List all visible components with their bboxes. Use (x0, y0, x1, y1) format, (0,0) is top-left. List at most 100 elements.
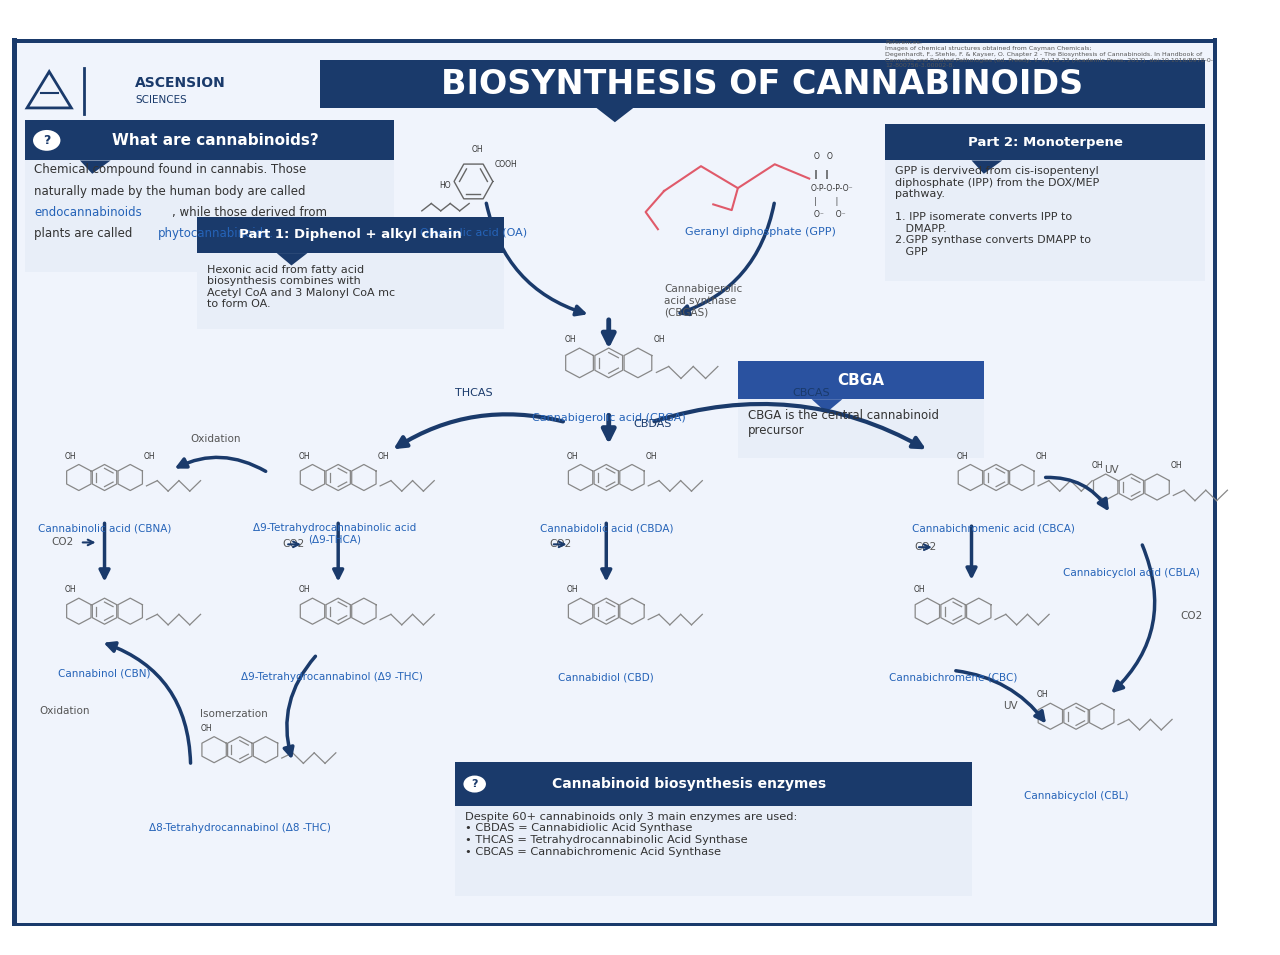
Text: naturally made by the human body are called: naturally made by the human body are cal… (35, 184, 306, 198)
FancyArrowPatch shape (1046, 478, 1107, 508)
Text: Cannabinol (CBN): Cannabinol (CBN) (59, 668, 151, 678)
FancyArrowPatch shape (108, 643, 191, 763)
Text: Δ8-Tetrahydrocannabinol (Δ8 -THC): Δ8-Tetrahydrocannabinol (Δ8 -THC) (148, 823, 330, 833)
Text: Cannabicyclol (CBL): Cannabicyclol (CBL) (1024, 791, 1128, 800)
Text: Hexonic acid from fatty acid
biosynthesis combines with
Acetyl CoA and 3 Malonyl: Hexonic acid from fatty acid biosynthesi… (206, 265, 394, 309)
Text: OH: OH (298, 585, 310, 594)
Text: References:
Images of chemical structures obtained from Cayman Chemicals;
Degenh: References: Images of chemical structure… (886, 40, 1213, 69)
Text: CO2: CO2 (549, 540, 572, 549)
Text: CBDAS: CBDAS (634, 419, 672, 429)
Polygon shape (812, 399, 842, 413)
FancyArrowPatch shape (397, 414, 563, 447)
Text: Cannabicyclol acid (CBLA): Cannabicyclol acid (CBLA) (1062, 568, 1199, 578)
Bar (737, 397, 984, 458)
Text: Cannabinolic acid (CBNA): Cannabinolic acid (CBNA) (38, 523, 172, 533)
Text: Chemical compound found in cannabis. Those: Chemical compound found in cannabis. Tho… (35, 163, 307, 177)
Text: Cannabinoid biosynthesis enzymes: Cannabinoid biosynthesis enzymes (552, 777, 826, 791)
Text: phytocannabinoids.: phytocannabinoids. (157, 226, 274, 240)
Text: SCIENCES: SCIENCES (136, 96, 187, 105)
Text: OH: OH (567, 585, 579, 594)
Text: CO2: CO2 (51, 538, 74, 547)
Text: Oxidation: Oxidation (189, 435, 241, 444)
Text: plants are called: plants are called (35, 226, 137, 240)
Bar (886, 159, 1206, 281)
FancyArrowPatch shape (486, 203, 584, 315)
Polygon shape (593, 105, 637, 122)
Text: O-P-O-P-O⁻: O-P-O-P-O⁻ (810, 183, 852, 193)
Text: OH: OH (645, 452, 657, 460)
Bar (24, 120, 393, 160)
Text: Cannabichromene (CBC): Cannabichromene (CBC) (888, 672, 1018, 682)
Text: OH: OH (1036, 452, 1047, 460)
Polygon shape (79, 160, 110, 174)
Polygon shape (276, 253, 307, 265)
Text: OH: OH (378, 452, 389, 460)
Bar (13, 39, 1217, 43)
Text: OH: OH (956, 452, 968, 460)
FancyArrowPatch shape (654, 404, 922, 447)
Text: BIOSYNTHESIS OF CANNABINOIDS: BIOSYNTHESIS OF CANNABINOIDS (442, 68, 1083, 100)
FancyArrowPatch shape (1114, 545, 1155, 690)
FancyArrowPatch shape (178, 457, 266, 472)
Text: Cannabigerolic acid (CBGA): Cannabigerolic acid (CBGA) (532, 413, 686, 422)
Text: CBGA is the central cannabinoid
precursor: CBGA is the central cannabinoid precurso… (748, 409, 938, 436)
Bar (13, 923, 1217, 926)
Text: OH: OH (1092, 461, 1103, 470)
Text: OH: OH (914, 585, 925, 594)
Text: THCAS: THCAS (454, 389, 493, 398)
Text: Part 2: Monoterpene: Part 2: Monoterpene (968, 136, 1123, 149)
Text: OH: OH (1037, 690, 1048, 699)
Polygon shape (972, 160, 1002, 174)
FancyArrowPatch shape (680, 203, 774, 314)
Circle shape (462, 775, 486, 794)
Text: OH: OH (567, 452, 579, 460)
Bar (454, 762, 972, 806)
Bar (197, 217, 504, 253)
Text: OH: OH (298, 452, 310, 460)
Text: 1. IPP isomerate converts IPP to
   DMAPP.
2.GPP synthase converts DMAPP to
   G: 1. IPP isomerate converts IPP to DMAPP. … (895, 212, 1092, 257)
Bar (320, 60, 1206, 108)
Text: OH: OH (143, 452, 155, 460)
Text: |        |: | | (814, 197, 838, 206)
Text: Cannabidiol (CBD): Cannabidiol (CBD) (558, 672, 654, 682)
Text: Cannabichromenic acid (CBCA): Cannabichromenic acid (CBCA) (913, 523, 1075, 533)
Text: COOH: COOH (495, 159, 517, 169)
Text: , while those derived from: , while those derived from (173, 205, 328, 219)
Text: HO: HO (439, 180, 451, 190)
Text: ‖   ‖: ‖ ‖ (814, 170, 829, 180)
Text: Geranyl diphosphate (GPP): Geranyl diphosphate (GPP) (685, 227, 836, 237)
Text: OH: OH (653, 335, 664, 344)
Text: CO2: CO2 (1180, 611, 1203, 621)
Bar (13, 38, 17, 926)
Text: ?: ? (44, 134, 50, 147)
FancyArrowPatch shape (284, 656, 315, 755)
Bar (24, 159, 393, 272)
Text: OH: OH (564, 335, 576, 344)
Text: UV: UV (1004, 702, 1018, 711)
Text: CO2: CO2 (283, 540, 305, 549)
Bar (1212, 38, 1217, 926)
Text: CBGA: CBGA (837, 372, 884, 388)
Text: OH: OH (1171, 461, 1183, 470)
Text: OH: OH (65, 585, 77, 594)
Text: ?: ? (471, 779, 477, 789)
Text: Isomerzation: Isomerzation (201, 710, 268, 719)
Text: OH: OH (200, 724, 211, 732)
Text: O   O: O O (814, 153, 833, 161)
Text: ASCENSION: ASCENSION (136, 76, 227, 90)
Text: O⁻     O⁻: O⁻ O⁻ (814, 210, 846, 220)
Text: endocannabinoids: endocannabinoids (35, 205, 142, 219)
Text: CO2: CO2 (915, 542, 937, 552)
Bar (886, 124, 1206, 160)
Text: Δ9-Tetrahydrocannabinol (Δ9 -THC): Δ9-Tetrahydrocannabinol (Δ9 -THC) (241, 672, 422, 682)
Text: What are cannabinoids?: What are cannabinoids? (111, 133, 319, 148)
Text: Part 1: Diphenol + alkyl chain: Part 1: Diphenol + alkyl chain (239, 228, 462, 242)
Text: CBCAS: CBCAS (792, 389, 831, 398)
Circle shape (32, 129, 61, 152)
Text: OH: OH (471, 145, 483, 155)
Text: UV: UV (1105, 465, 1119, 475)
Bar (197, 253, 504, 329)
Bar (737, 361, 984, 399)
Text: Olivetolic acid (OA): Olivetolic acid (OA) (420, 227, 527, 237)
Text: Cannabidolic acid (CBDA): Cannabidolic acid (CBDA) (540, 523, 673, 533)
